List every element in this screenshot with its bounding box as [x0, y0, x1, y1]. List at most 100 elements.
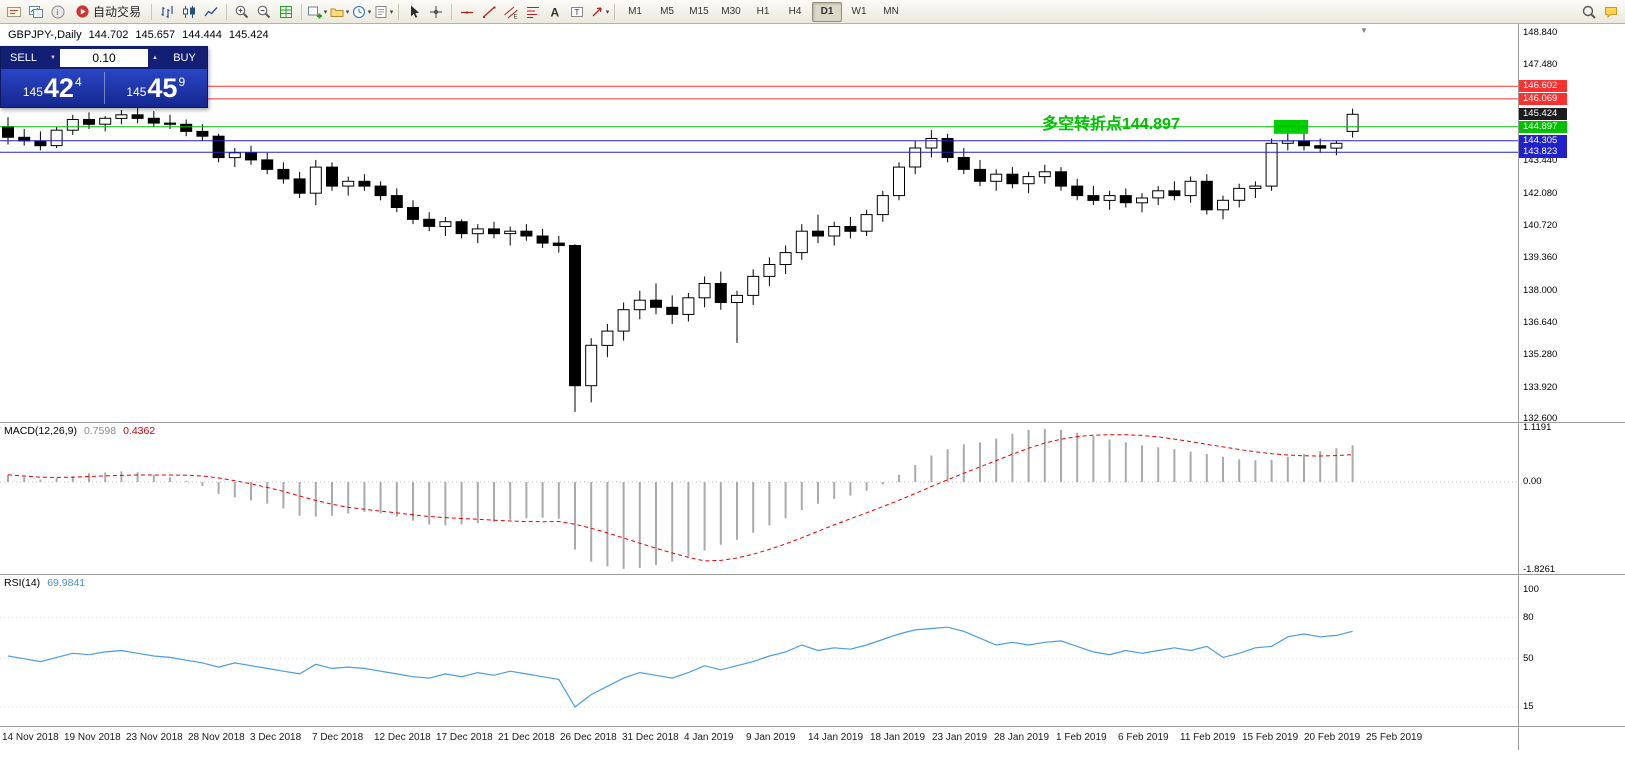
crosshair-tool-button[interactable] — [425, 2, 447, 22]
timeframe-button-w1[interactable]: W1 — [851, 6, 867, 17]
clock-icon — [352, 5, 365, 18]
zoom-out-button[interactable] — [253, 2, 275, 22]
buy-price-sup: 9 — [178, 75, 186, 89]
date-label: 4 Jan 2019 — [684, 732, 734, 743]
community-button[interactable] — [1600, 2, 1622, 22]
symbol-info: GBPJPY-,Daily 144.702 145.657 144.444 14… — [8, 29, 269, 41]
bar-chart-icon — [161, 5, 173, 18]
date-label: 15 Feb 2019 — [1242, 732, 1299, 743]
main-toolbar: i 自动交易 ▾ ▾ ▾ ▾ — [0, 0, 1625, 24]
charts-button[interactable] — [25, 2, 47, 22]
line-chart-mode-button[interactable] — [200, 2, 222, 22]
new-order-icon — [7, 6, 21, 17]
volume-decrease-button[interactable]: ▼ — [46, 47, 60, 69]
rsi-pane: RSI(14) 69.9841 — [0, 574, 1625, 726]
periods-button[interactable]: ▾ — [350, 2, 372, 22]
timeframe-button-m30[interactable]: M30 — [721, 6, 741, 17]
search-icon — [1582, 5, 1596, 19]
volume-increase-button[interactable]: ▲ — [148, 47, 162, 69]
timeframe-button-h1[interactable]: H1 — [756, 6, 770, 17]
sell-price-display[interactable]: 145 42 4 — [1, 69, 104, 107]
macd-name: MACD(12,26,9) — [4, 425, 77, 437]
timeframe-button-m15[interactable]: M15 — [689, 6, 709, 17]
cursor-icon — [411, 5, 420, 18]
new-chart-button[interactable]: ▾ — [306, 2, 328, 22]
date-label: 11 Feb 2019 — [1180, 732, 1236, 743]
timeframe-button-m5[interactable]: M5 — [660, 6, 674, 17]
rsi-value: 69.9841 — [47, 577, 86, 589]
ohlc-low: 144.444 — [182, 29, 222, 41]
trendline-icon — [483, 6, 496, 18]
text-icon: A — [551, 5, 560, 19]
date-label: 14 Jan 2019 — [808, 732, 864, 743]
indicators-button[interactable] — [275, 2, 297, 22]
date-label: 17 Dec 2018 — [436, 732, 493, 743]
label-tool-button[interactable]: T — [566, 2, 588, 22]
date-label: 19 Nov 2018 — [64, 732, 121, 743]
svg-text:A: A — [551, 5, 560, 19]
buy-button[interactable]: BUY — [173, 52, 196, 64]
fibonacci-icon — [527, 6, 540, 18]
buy-price-display[interactable]: 145 45 9 — [105, 69, 208, 107]
macd-value-main: 0.7598 — [83, 425, 117, 437]
date-label: 12 Dec 2018 — [374, 732, 431, 743]
indicators-grid-icon — [280, 5, 293, 18]
date-label: 26 Dec 2018 — [560, 732, 617, 743]
date-label: 21 Dec 2018 — [498, 732, 555, 743]
main-chart-canvas[interactable] — [0, 24, 1518, 422]
rsi-label: RSI(14) 69.9841 — [4, 577, 85, 589]
pane-separator[interactable] — [0, 574, 1625, 575]
ohlc-high: 145.657 — [135, 29, 176, 41]
horizontal-line-tool-button[interactable] — [456, 2, 478, 22]
templates-button[interactable]: ▾ — [372, 2, 394, 22]
sell-button[interactable]: SELL — [10, 52, 37, 64]
volume-input[interactable] — [60, 49, 148, 67]
caret-down-icon: ▾ — [389, 8, 394, 16]
bar-chart-mode-button[interactable] — [156, 2, 178, 22]
channel-tool-button[interactable]: E — [500, 2, 522, 22]
help-button[interactable]: i — [47, 2, 69, 22]
time-axis[interactable]: 14 Nov 2018 19 Nov 2018 23 Nov 2018 28 Nov … — [0, 726, 1518, 752]
ohlc-open: 144.702 — [88, 29, 129, 41]
macd-canvas[interactable] — [0, 422, 1518, 574]
chart-window: GBPJPY-,Daily 144.702 145.657 144.444 14… — [0, 24, 1625, 772]
toolbar-separator — [301, 3, 303, 20]
text-label-icon: T — [571, 6, 584, 17]
toolbar-separator — [451, 3, 453, 20]
price-pane: GBPJPY-,Daily 144.702 145.657 144.444 14… — [0, 24, 1625, 422]
text-tool-button[interactable]: A — [544, 2, 566, 22]
pane-separator[interactable] — [0, 422, 1625, 423]
rsi-canvas[interactable] — [0, 574, 1518, 726]
search-button[interactable] — [1578, 2, 1600, 22]
new-order-button[interactable] — [3, 2, 25, 22]
horizontal-line-icon — [461, 11, 474, 13]
timeframe-button-d1[interactable]: D1 — [812, 1, 843, 22]
charts-icon — [29, 5, 43, 18]
date-label: 7 Dec 2018 — [312, 732, 364, 743]
date-label: 23 Nov 2018 — [126, 732, 183, 743]
sell-price-big: 42 — [43, 72, 74, 103]
date-label: 31 Dec 2018 — [622, 732, 679, 743]
fibonacci-tool-button[interactable] — [522, 2, 544, 22]
template-icon — [375, 5, 387, 18]
arrows-tool-button[interactable]: ▾ — [588, 2, 610, 22]
toolbar-separator — [398, 3, 400, 20]
macd-label: MACD(12,26,9) 0.7598 0.4362 — [4, 425, 155, 437]
date-label: 20 Feb 2019 — [1304, 732, 1361, 743]
cursor-tool-button[interactable] — [403, 2, 425, 22]
candlestick-chart-icon — [183, 5, 196, 18]
date-label: 3 Dec 2018 — [250, 732, 302, 743]
zoom-in-button[interactable] — [231, 2, 253, 22]
candlestick-mode-button[interactable] — [178, 2, 200, 22]
chart-shift-marker-icon: ▼ — [1360, 26, 1368, 35]
trendline-tool-button[interactable] — [478, 2, 500, 22]
timeframe-button-h4[interactable]: H4 — [788, 6, 802, 17]
profiles-button[interactable]: ▾ — [328, 2, 350, 22]
caret-down-icon: ▾ — [323, 8, 328, 16]
date-label: 9 Jan 2019 — [746, 732, 796, 743]
timeframe-button-m1[interactable]: M1 — [628, 6, 642, 17]
date-label: 23 Jan 2019 — [932, 732, 988, 743]
price-axis-border — [1518, 24, 1519, 750]
timeframe-button-mn[interactable]: MN — [883, 6, 899, 17]
autotrading-button[interactable]: 自动交易 — [69, 2, 147, 22]
